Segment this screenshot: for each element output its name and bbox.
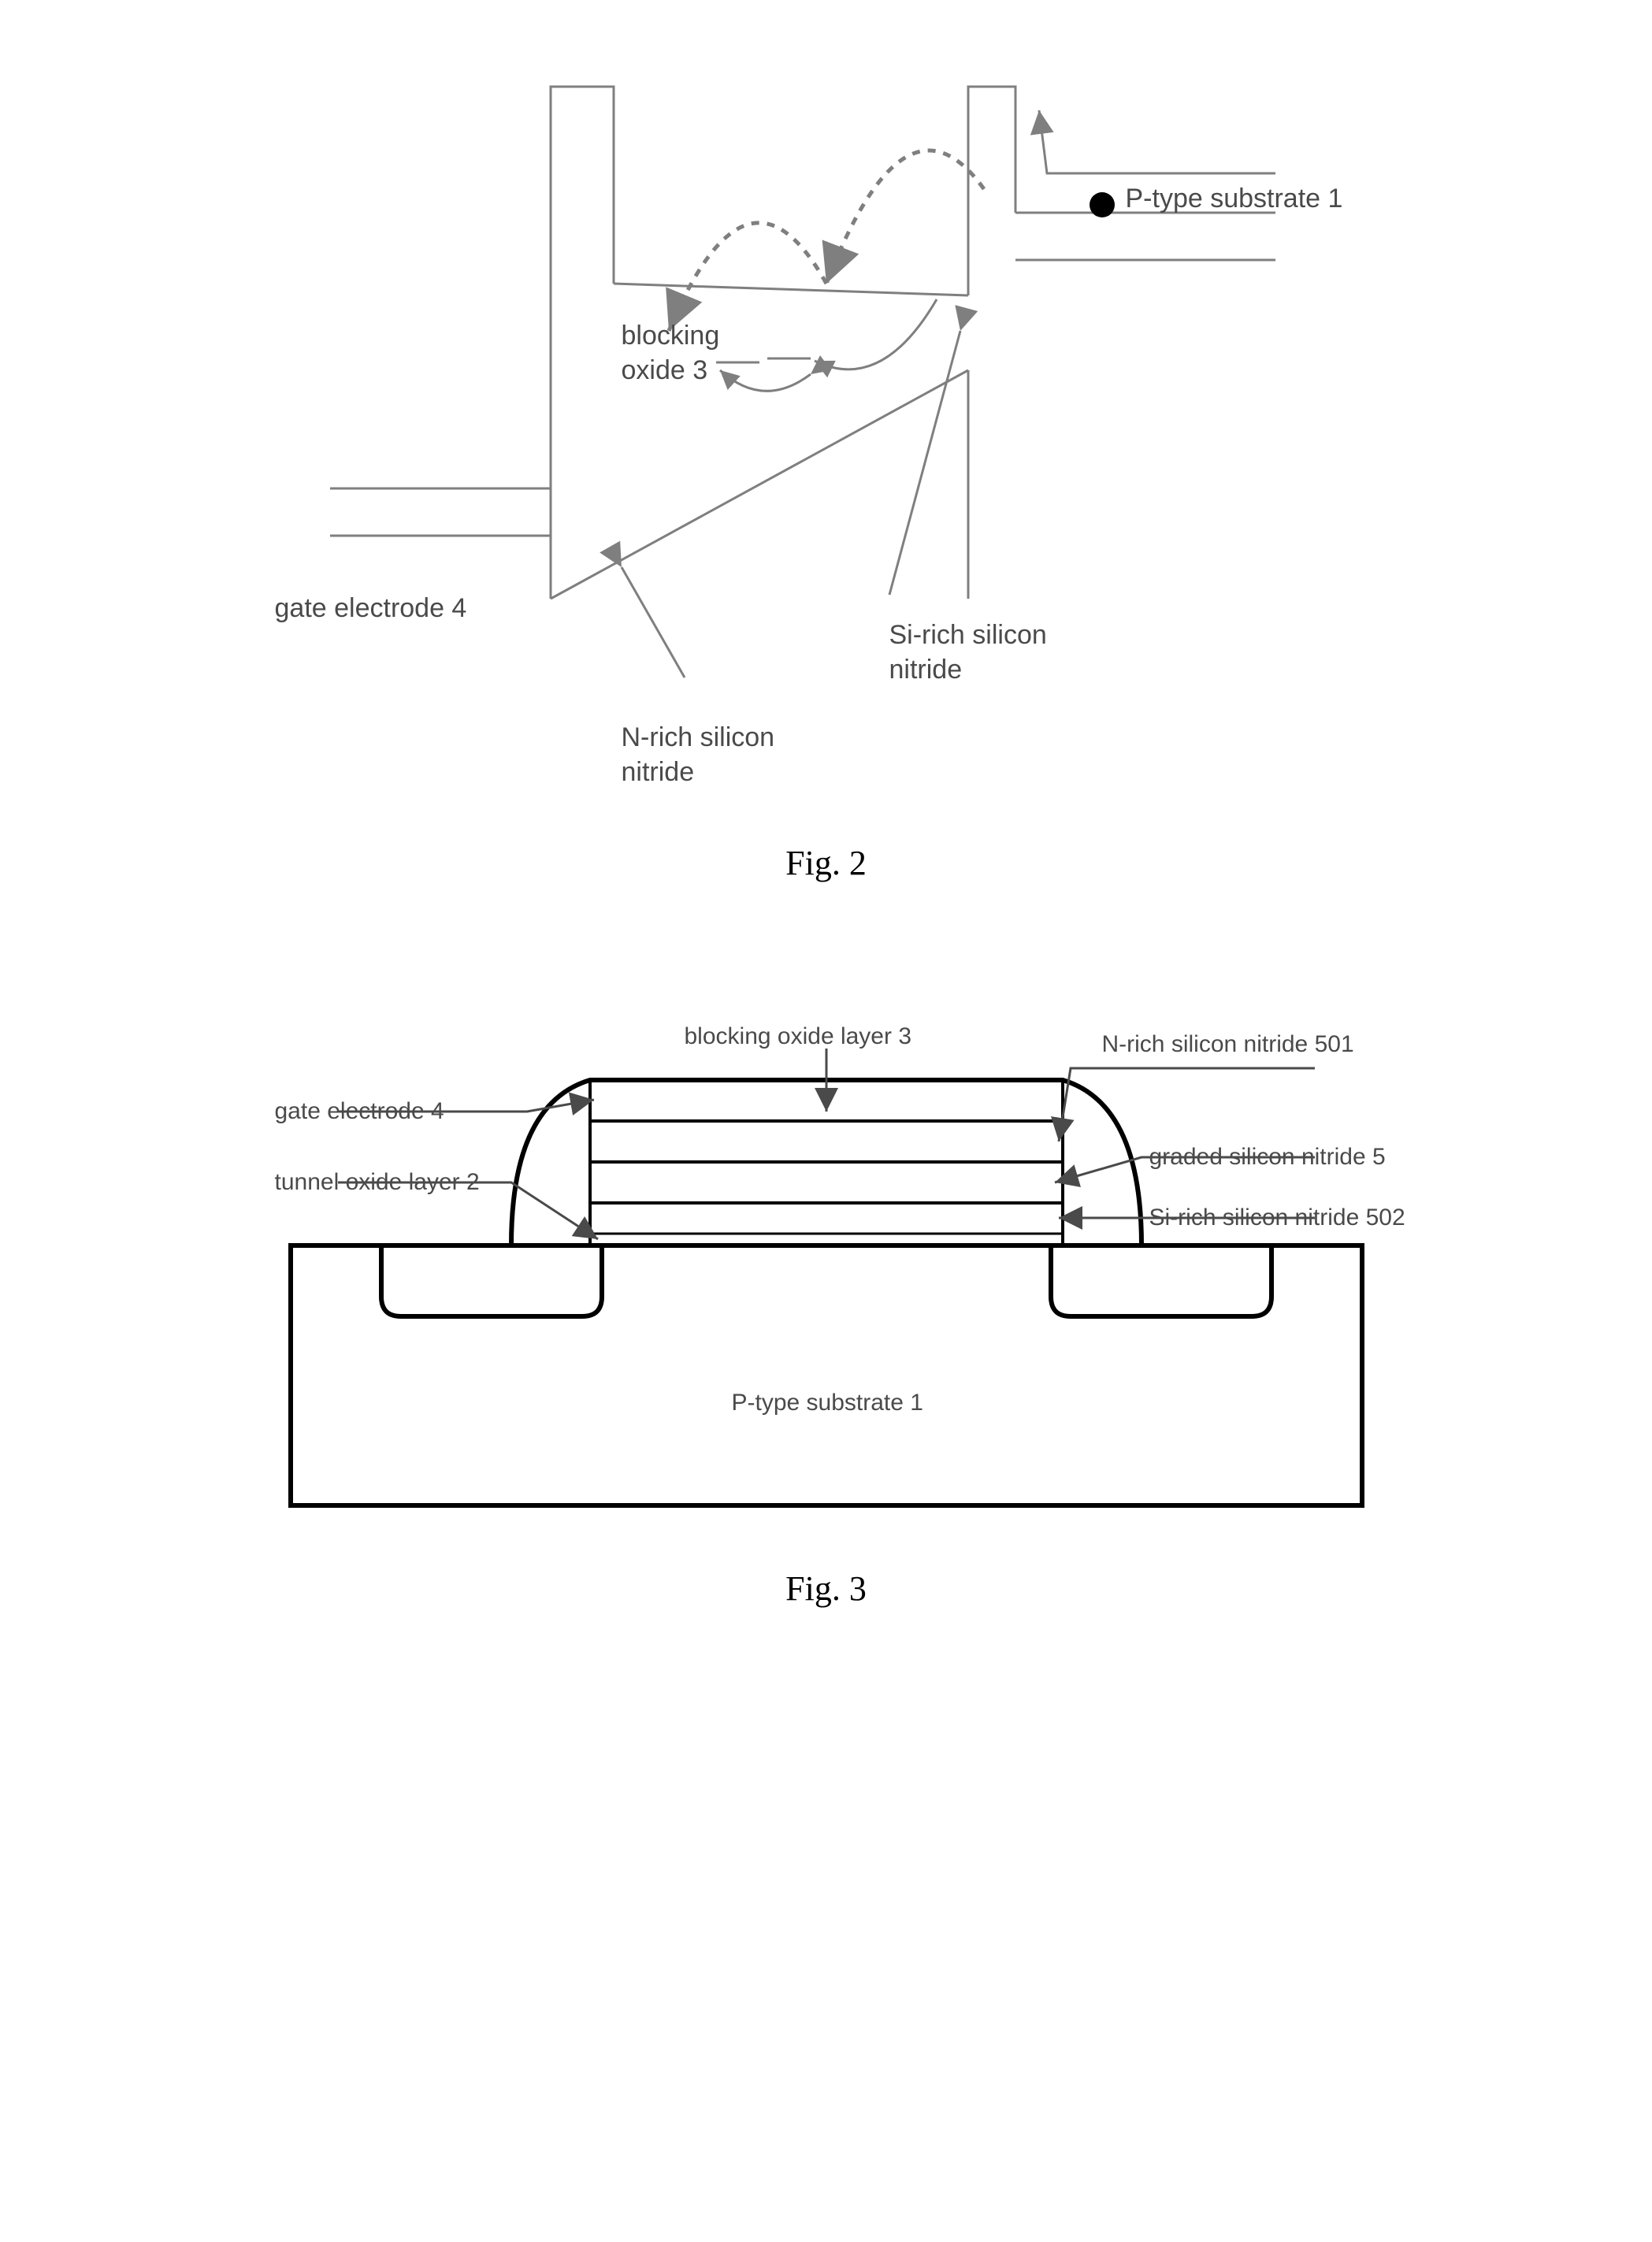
label-gate-electrode: gate electrode 4: [275, 591, 467, 625]
label-text: P-type substrate 1: [732, 1390, 923, 1416]
label-text: blocking oxide 3: [622, 321, 720, 385]
label-text: gate electrode 4: [275, 593, 467, 623]
label-text: P-type substrate 1: [1126, 184, 1343, 213]
label-si-rich-502: Si-rich silicon nitride 502: [1149, 1202, 1405, 1233]
label-substrate: P-type substrate 1: [732, 1387, 923, 1418]
figure-2-container: P-type substrate 1 blocking oxide 3 gate…: [32, 32, 1620, 883]
fig2-caption: Fig. 2: [32, 843, 1620, 883]
nitride-bottom-slope: [551, 370, 968, 599]
label-text: Si-rich silicon nitride 502: [1149, 1205, 1405, 1231]
left-barrier: [551, 87, 614, 599]
label-text: blocking oxide layer 3: [685, 1023, 912, 1049]
relax-arrow-1: [815, 299, 937, 369]
figure-2-diagram: P-type substrate 1 blocking oxide 3 gate…: [196, 32, 1457, 819]
n-rich-leader: [622, 567, 685, 677]
label-text: gate electrode 4: [275, 1098, 444, 1124]
label-si-rich: Si-rich silicon nitride: [889, 583, 1047, 688]
relax-arrow-2: [720, 370, 811, 391]
label-text: graded silicon nitride 5: [1149, 1144, 1386, 1170]
label-text: N-rich silicon nitride 501: [1102, 1031, 1354, 1057]
ptype-leader: [1039, 110, 1275, 173]
label-blocking-oxide: blocking oxide 3: [622, 284, 720, 388]
figure-3-container: blocking oxide layer 3 N-rich silicon ni…: [32, 946, 1620, 1609]
fig3-caption: Fig. 3: [32, 1568, 1620, 1609]
well-left: [381, 1245, 602, 1316]
well-right: [1051, 1245, 1271, 1316]
fig2-svg: [196, 32, 1457, 819]
caption-text: Fig. 3: [785, 1569, 867, 1608]
label-text: tunnel oxide layer 2: [275, 1169, 480, 1195]
hop-arc-1: [826, 150, 984, 284]
label-graded-5: graded silicon nitride 5: [1149, 1141, 1386, 1172]
caption-text: Fig. 2: [785, 844, 867, 882]
label-text: N-rich silicon nitride: [622, 722, 775, 787]
figure-3-diagram: blocking oxide layer 3 N-rich silicon ni…: [196, 946, 1457, 1545]
substrate-rect: [291, 1245, 1362, 1505]
right-barrier: [968, 87, 1015, 295]
label-n-rich: N-rich silicon nitride: [622, 685, 775, 790]
label-gate-electrode-4: gate electrode 4: [275, 1096, 444, 1127]
label-ptype-substrate: P-type substrate 1: [1126, 181, 1343, 216]
label-n-rich-501: N-rich silicon nitride 501: [1102, 1029, 1354, 1060]
label-tunnel-oxide: tunnel oxide layer 2: [275, 1167, 480, 1197]
label-blocking-oxide-layer: blocking oxide layer 3: [685, 1021, 912, 1052]
label-text: Si-rich silicon nitride: [889, 620, 1047, 685]
leader-n-rich-501: [1059, 1068, 1315, 1141]
si-rich-leader: [889, 331, 960, 595]
electron-icon: [1090, 192, 1115, 217]
